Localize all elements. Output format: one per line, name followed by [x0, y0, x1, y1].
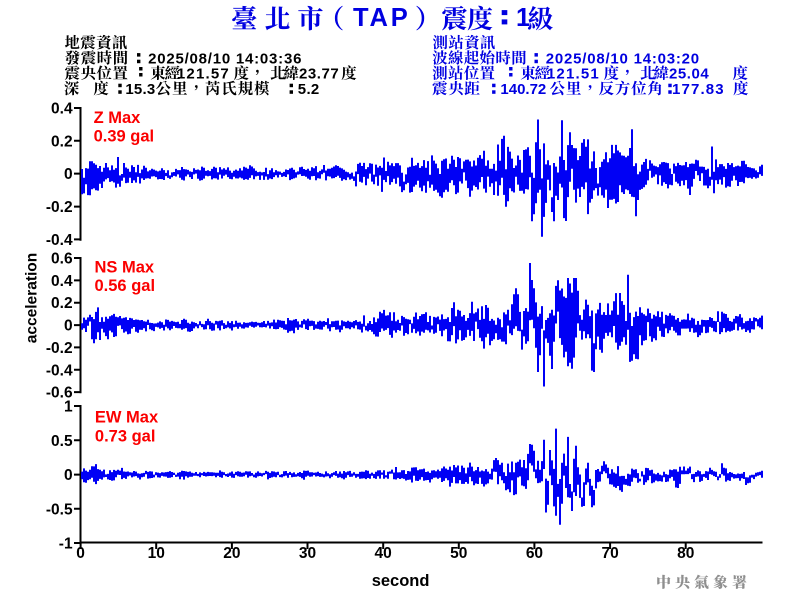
- svg-text:1: 1: [64, 399, 73, 416]
- svg-text:60: 60: [526, 545, 543, 562]
- svg-text:20: 20: [223, 545, 240, 562]
- svg-text:121.57: 121.57: [177, 66, 230, 83]
- svg-text:0: 0: [64, 166, 73, 183]
- svg-text:10: 10: [148, 545, 165, 562]
- svg-text:-0.6: -0.6: [46, 385, 73, 402]
- svg-text:0.4: 0.4: [51, 101, 73, 118]
- svg-text:-0.4: -0.4: [46, 362, 73, 379]
- svg-text:NS Max: NS Max: [95, 258, 155, 276]
- svg-text:TAP: TAP: [353, 4, 411, 32]
- svg-text:EW Max: EW Max: [95, 409, 159, 427]
- svg-text:0.56 gal: 0.56 gal: [95, 277, 156, 295]
- svg-text:30: 30: [299, 545, 316, 562]
- svg-text:0.73 gal: 0.73 gal: [95, 427, 156, 445]
- svg-text:70: 70: [601, 545, 618, 562]
- svg-text:23.77: 23.77: [299, 66, 339, 83]
- svg-text:-0.5: -0.5: [46, 501, 73, 518]
- svg-text:-0.2: -0.2: [46, 199, 73, 216]
- svg-text:2025/08/10 14:03:20: 2025/08/10 14:03:20: [546, 50, 700, 67]
- svg-text:-0.2: -0.2: [46, 340, 73, 357]
- svg-text:40: 40: [375, 545, 392, 562]
- svg-text:25.04: 25.04: [669, 66, 709, 83]
- svg-text:0: 0: [64, 467, 73, 484]
- svg-text:-0.4: -0.4: [46, 232, 73, 249]
- svg-text:15.3: 15.3: [125, 81, 155, 98]
- svg-text:140.72: 140.72: [500, 81, 546, 98]
- svg-text:second: second: [372, 572, 430, 590]
- svg-text:-1: -1: [59, 536, 73, 553]
- svg-text:5.2: 5.2: [298, 81, 320, 98]
- svg-text:0.2: 0.2: [51, 133, 73, 150]
- svg-text:0.2: 0.2: [51, 295, 73, 312]
- svg-text:0.6: 0.6: [51, 251, 73, 268]
- svg-text:Z Max: Z Max: [94, 109, 142, 127]
- svg-text:80: 80: [677, 545, 694, 562]
- svg-text:177.83: 177.83: [672, 81, 725, 98]
- svg-text:50: 50: [450, 545, 467, 562]
- svg-text:2025/08/10 14:03:36: 2025/08/10 14:03:36: [148, 50, 302, 67]
- svg-text:0: 0: [64, 318, 73, 335]
- svg-text:1: 1: [516, 4, 530, 32]
- svg-text:0: 0: [76, 545, 85, 562]
- svg-text:0.5: 0.5: [51, 433, 73, 450]
- svg-text:0.4: 0.4: [51, 273, 73, 290]
- svg-text:acceleration: acceleration: [24, 253, 41, 343]
- svg-text:0.39 gal: 0.39 gal: [94, 128, 155, 146]
- svg-text:121.51: 121.51: [547, 66, 600, 83]
